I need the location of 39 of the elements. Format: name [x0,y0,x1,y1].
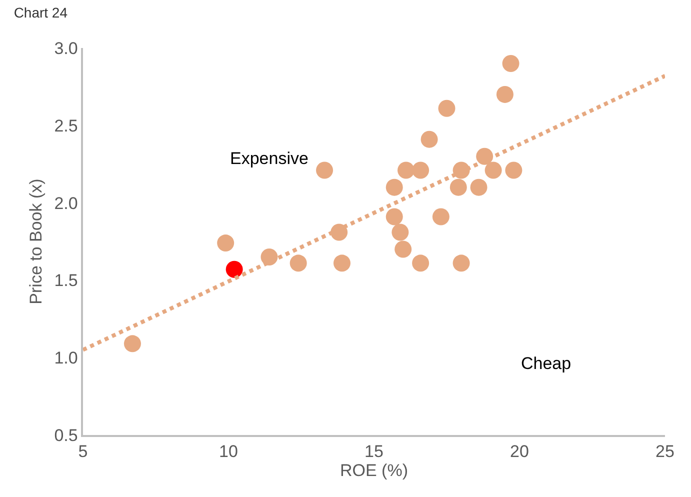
chart-title: Chart 24 [14,4,68,20]
x-tick-label: 25 [656,442,674,462]
point [450,178,467,196]
point [452,254,470,272]
y-tick-label: 0.5 [54,426,78,445]
x-tick-label: 10 [219,442,238,462]
y-tick-label: 3.0 [54,38,78,58]
annotation: Cheap [521,354,572,373]
annotation: Expensive [230,149,308,168]
point [290,254,307,272]
y-tick-label: 2.5 [54,116,78,136]
point [386,208,403,226]
point [398,162,415,179]
y-tick-label: 1.0 [54,348,78,368]
point [316,162,334,179]
point [334,254,350,272]
point [505,162,522,179]
point [217,234,234,252]
point [226,260,243,278]
point [502,54,520,72]
x-tick-label: 20 [510,442,529,462]
point [420,130,438,148]
point [392,224,409,241]
point [470,178,488,196]
x-tick-label: 15 [364,442,384,462]
point [438,100,456,117]
point [124,335,141,352]
point [386,178,403,196]
x-axis-title: ROE (%) [340,461,408,480]
y-axis-title: Price to Book (x) [26,178,46,304]
point [432,208,450,226]
x-tick-label: 5 [78,442,88,462]
y-tick-label: 2.0 [54,194,78,213]
point [484,162,502,179]
point [412,254,430,272]
point [412,162,430,179]
point [394,240,412,258]
point [496,86,514,103]
y-tick-label: 1.5 [54,271,78,290]
